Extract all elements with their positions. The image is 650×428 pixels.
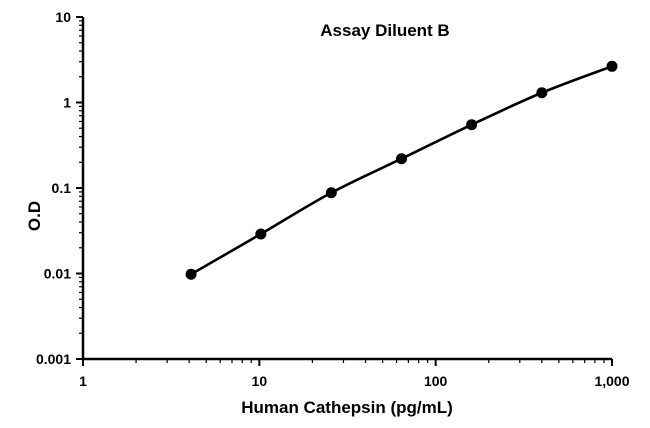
chart-title: Assay Diluent B [320,21,449,40]
data-point [536,87,548,99]
x-tick-label: 1,000 [594,373,629,389]
plot-area: 0.001 0.01 0.1 1 10 1 10 100 1,000 [36,9,630,389]
data-point [255,228,267,240]
x-tick-label: 10 [252,373,268,389]
data-point [606,60,618,72]
data-point [325,187,337,199]
y-tick-label: 0.01 [44,266,71,282]
series-line [190,65,613,276]
y-tick-label: 1 [63,95,71,111]
y-tick-label: 10 [55,9,71,25]
y-tick-label: 0.1 [52,180,72,196]
data-point [185,268,197,280]
data-point [466,119,478,131]
x-axis-title: Human Cathepsin (pg/mL) [241,398,453,417]
x-tick-label: 1 [79,373,87,389]
y-axis-title: O.D [25,201,44,231]
data-point [395,153,407,165]
y-tick-label: 0.001 [36,351,71,367]
x-tick-label: 100 [424,373,448,389]
